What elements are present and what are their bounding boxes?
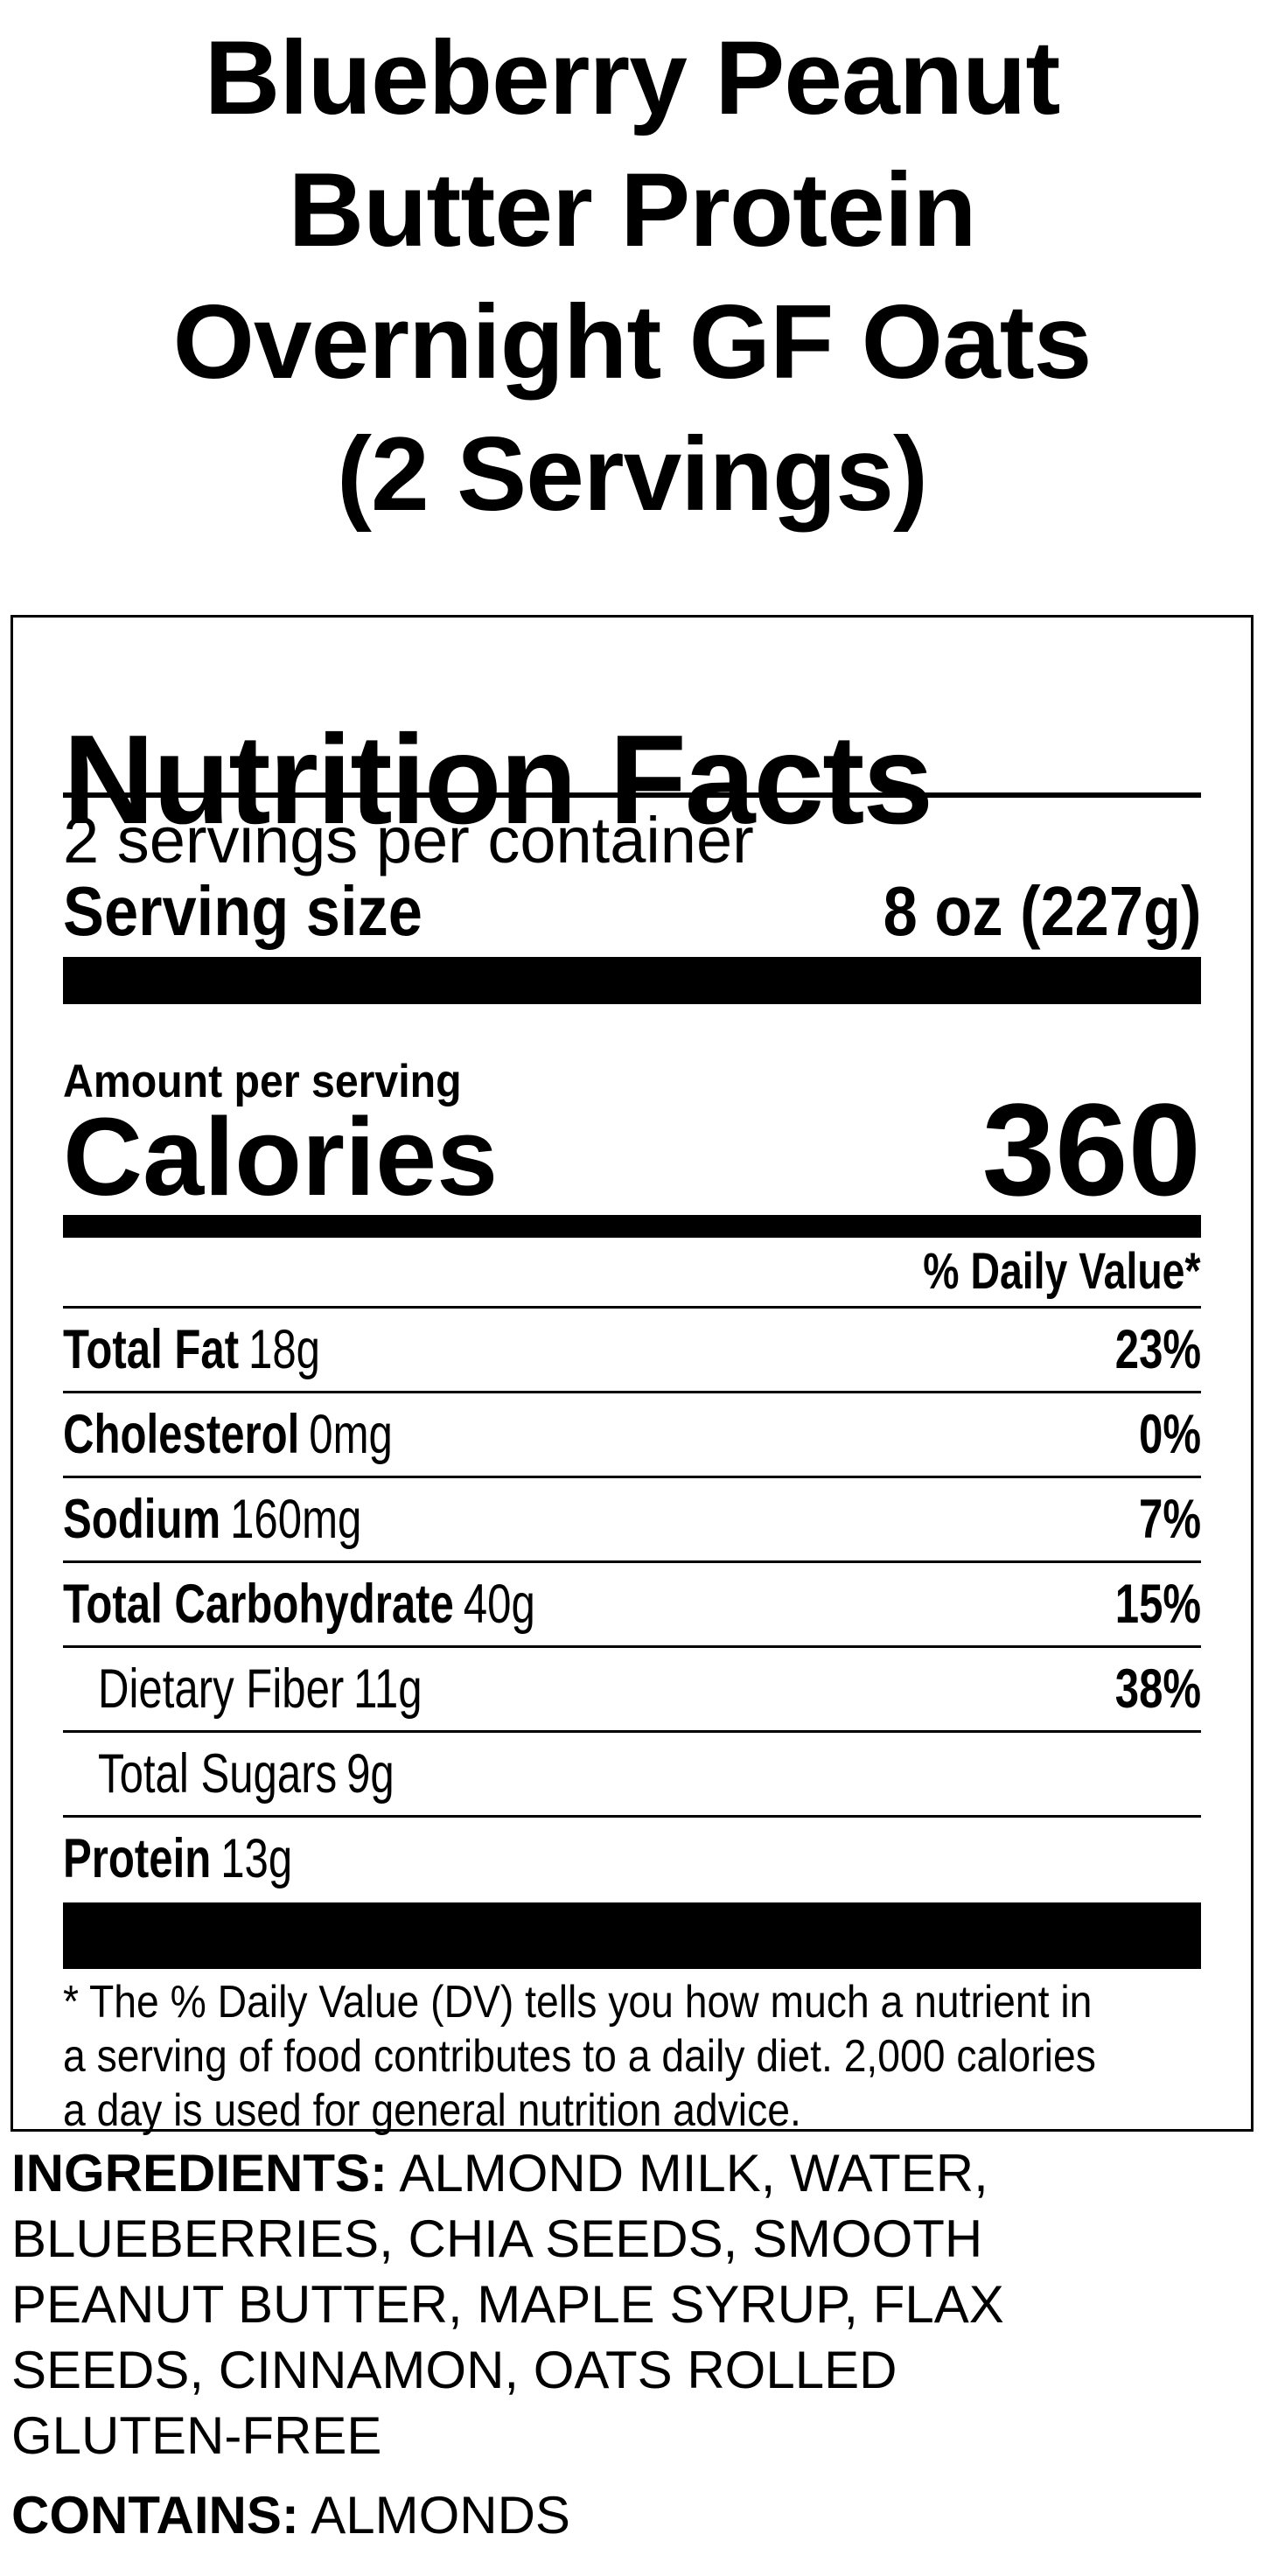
nutrient-amount: 160mg <box>230 1489 362 1550</box>
product-title-line: Overnight GF Oats <box>172 283 1093 401</box>
nutrition-facts-heading: Nutrition Facts <box>63 709 933 851</box>
nutrient-name: Total Sugars <box>98 1743 338 1805</box>
nutrient-daily-value: 23% <box>1114 1319 1201 1380</box>
nutrient-row-sodium: Sodium 160mg 7% <box>63 1476 1201 1560</box>
nutrient-amount: 11g <box>353 1658 422 1720</box>
calories-label: Calories <box>63 1095 499 1218</box>
daily-value-footnote: * The % Daily Value (DV) tells you how m… <box>63 1975 1201 2138</box>
nutrient-amount: 9g <box>346 1743 395 1805</box>
nutrient-amount: 18g <box>248 1319 321 1380</box>
nutrient-row-protein: Protein 13g <box>63 1815 1201 1900</box>
product-title: Blueberry Peanut Butter Protein Overnigh… <box>0 12 1264 541</box>
nutrient-row-total-carbohydrate: Total Carbohydrate 40g 15% <box>63 1560 1201 1645</box>
bottom-separator-bar <box>63 1902 1201 1969</box>
daily-value-header: % Daily Value* <box>63 1242 1201 1302</box>
product-title-line: Blueberry Peanut <box>204 19 1061 136</box>
nutrient-name: Total Fat <box>63 1319 240 1380</box>
nutrient-name: Cholesterol <box>63 1404 300 1465</box>
product-title-line: Butter Protein <box>288 151 976 269</box>
nutrition-facts-panel: Nutrition Facts 2 servings per container… <box>10 615 1254 2136</box>
nutrient-row-cholesterol: Cholesterol 0mg 0% <box>63 1391 1201 1476</box>
medium-separator-bar <box>63 1215 1201 1238</box>
nutrient-amount: 0mg <box>309 1404 393 1465</box>
ingredients-line: BLUEBERRIES, CHIA SEEDS, SMOOTH <box>11 2209 983 2268</box>
contains-value: ALMONDS <box>311 2486 570 2545</box>
footnote-line: a serving of food contributes to a daily… <box>63 2031 1096 2082</box>
footnote-line: * The % Daily Value (DV) tells you how m… <box>63 1977 1093 2028</box>
footnote-line: a day is used for general nutrition advi… <box>63 2085 801 2136</box>
serving-size-row: Serving size 8 oz (227g) <box>63 871 1201 952</box>
servings-per-container: 2 servings per container <box>63 804 754 876</box>
nutrient-daily-value: 15% <box>1114 1574 1201 1635</box>
nutrient-amount: 13g <box>220 1828 293 1889</box>
nutrient-amount: 40g <box>463 1574 535 1635</box>
thick-separator-bar <box>63 957 1201 1004</box>
nutrient-daily-value: 7% <box>1138 1489 1201 1550</box>
nutrient-name: Sodium <box>63 1489 221 1550</box>
nutrient-row-dietary-fiber: Dietary Fiber 11g 38% <box>63 1645 1201 1730</box>
nutrient-daily-value: 0% <box>1138 1404 1201 1465</box>
ingredients-label: INGREDIENTS: <box>11 2144 388 2203</box>
calories-value: 360 <box>981 1076 1201 1223</box>
nutrient-daily-value: 38% <box>1114 1658 1201 1720</box>
serving-size-value: 8 oz (227g) <box>883 872 1201 950</box>
nutrient-row-total-fat: Total Fat 18g 23% <box>63 1306 1201 1391</box>
product-title-line: (2 Servings) <box>337 415 928 533</box>
nutrient-name: Protein <box>63 1828 212 1889</box>
daily-value-header-text: % Daily Value* <box>923 1243 1201 1300</box>
nutrient-rows: Total Fat 18g 23% Cholesterol 0mg 0% Sodiu… <box>63 1306 1201 1900</box>
calories-row: Calories 360 <box>63 1079 1201 1227</box>
heading-rule <box>63 792 1201 798</box>
amount-per-serving-label: Amount per serving <box>63 1056 462 1107</box>
contains-label: CONTAINS: <box>11 2486 299 2545</box>
nutrient-name: Total Carbohydrate <box>63 1574 454 1635</box>
ingredients-line: PEANUT BUTTER, MAPLE SYRUP, FLAX <box>11 2275 1004 2334</box>
serving-size-label: Serving size <box>63 872 422 950</box>
ingredients-line: SEEDS, CINNAMON, OATS ROLLED <box>11 2341 897 2399</box>
ingredients-line: INGREDIENTS: ALMOND MILK, WATER, <box>11 2140 1236 2206</box>
ingredients-text: ALMOND MILK, WATER, <box>399 2144 988 2203</box>
ingredients-line: GLUTEN-FREE <box>11 2406 382 2465</box>
contains-section: CONTAINS: ALMONDS <box>11 2482 1236 2548</box>
nutrient-row-total-sugars: Total Sugars 9g <box>63 1730 1201 1815</box>
nutrient-name: Dietary Fiber <box>98 1658 345 1720</box>
ingredients-section: INGREDIENTS: ALMOND MILK, WATER, BLUEBER… <box>11 2140 1236 2468</box>
